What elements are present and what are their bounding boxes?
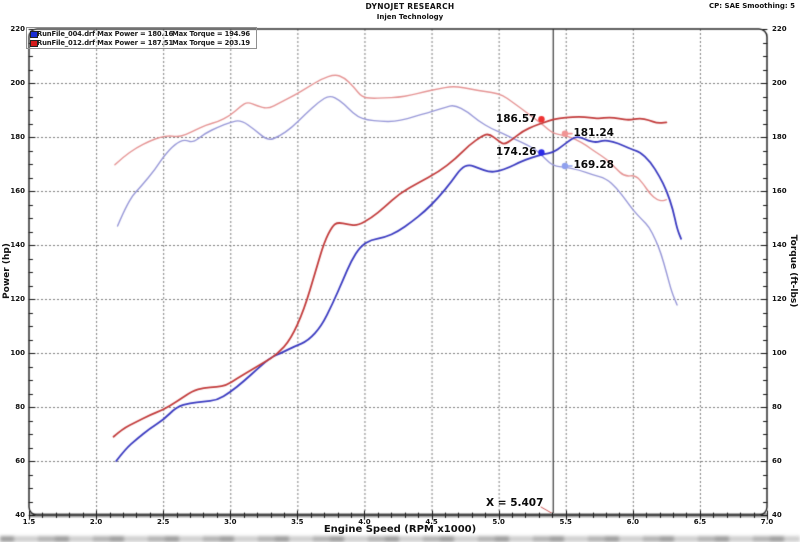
app-title: DYNOJET RESEARCH bbox=[365, 2, 455, 11]
y-left-tick-60: 60 bbox=[15, 456, 25, 465]
run004-swatch-icon bbox=[30, 30, 38, 38]
legend-row-run012: RunFile_012.drf Max Power = 187.51 Max T… bbox=[27, 38, 256, 47]
x-tick-3.0: 3.0 bbox=[224, 518, 237, 526]
x-tick-5.5: 5.5 bbox=[559, 518, 572, 526]
correction-smoothing-info: CP: SAE Smoothing: 5 bbox=[709, 2, 795, 10]
run004-torque: Max Torque = 194.96 bbox=[172, 29, 250, 38]
y-left-tick-40: 40 bbox=[15, 510, 25, 519]
y-right-tick-60: 60 bbox=[772, 456, 782, 465]
y-right-tick-80: 80 bbox=[772, 402, 782, 411]
run012-torque: Max Torque = 203.19 bbox=[172, 38, 250, 47]
y-left-tick-220: 220 bbox=[10, 24, 25, 33]
y-left-tick-200: 200 bbox=[10, 78, 25, 87]
torque-axis-title: Torque (ft-lbs) bbox=[788, 234, 798, 308]
run012-swatch-icon bbox=[30, 39, 38, 47]
shop-name: Injen Technology bbox=[376, 13, 444, 21]
x-tick-6.0: 6.0 bbox=[626, 518, 640, 526]
run012-file-power: RunFile_012.drf Max Power = 187.51 bbox=[37, 38, 174, 47]
cursor-x-readout: X = 5.407 bbox=[486, 497, 544, 509]
y-right-tick-40: 40 bbox=[772, 510, 782, 519]
x-tick-7.0: 7.0 bbox=[760, 518, 774, 526]
y-left-tick-180: 180 bbox=[10, 132, 25, 141]
y-right-tick-100: 100 bbox=[772, 348, 787, 357]
y-left-tick-140: 140 bbox=[10, 240, 25, 249]
y-right-tick-200: 200 bbox=[772, 78, 787, 87]
x-tick-6.5: 6.5 bbox=[693, 518, 707, 526]
cursor-value-red-torque: 181.24 bbox=[573, 127, 614, 140]
x-tick-3.5: 3.5 bbox=[291, 518, 304, 526]
y-right-tick-220: 220 bbox=[772, 24, 787, 33]
legend-row-run004: RunFile_004.drf Max Power = 180.16 Max T… bbox=[27, 29, 256, 38]
x-tick-4.0: 4.0 bbox=[358, 518, 371, 526]
y-right-tick-160: 160 bbox=[772, 186, 787, 195]
bottom-caption-strip bbox=[0, 536, 800, 542]
legend-box: RunFile_004.drf Max Power = 180.16 Max T… bbox=[26, 27, 257, 49]
y-left-tick-160: 160 bbox=[10, 186, 25, 195]
x-tick-2.5: 2.5 bbox=[156, 518, 170, 526]
rpm-axis-title: Engine Speed (RPM x1000) bbox=[323, 524, 477, 535]
y-left-tick-100: 100 bbox=[10, 348, 25, 357]
cursor-value-blue-power: 174.26 bbox=[495, 145, 537, 158]
y-right-tick-120: 120 bbox=[772, 294, 787, 303]
run004-file-power: RunFile_004.drf Max Power = 180.16 bbox=[37, 29, 174, 38]
x-tick-1.5: 1.5 bbox=[22, 518, 36, 526]
y-left-tick-120: 120 bbox=[10, 294, 25, 303]
x-tick-5.0: 5.0 bbox=[492, 518, 505, 526]
y-left-tick-80: 80 bbox=[15, 402, 25, 411]
y-right-tick-140: 140 bbox=[772, 240, 787, 249]
cursor-value-blue-torque: 169.28 bbox=[573, 159, 614, 172]
cursor-value-red-power: 186.57 bbox=[495, 112, 537, 125]
x-tick-2.0: 2.0 bbox=[89, 518, 103, 526]
x-tick-4.5: 4.5 bbox=[425, 518, 438, 526]
power-axis-title: Power (hp) bbox=[2, 243, 12, 299]
y-right-tick-180: 180 bbox=[772, 132, 787, 141]
